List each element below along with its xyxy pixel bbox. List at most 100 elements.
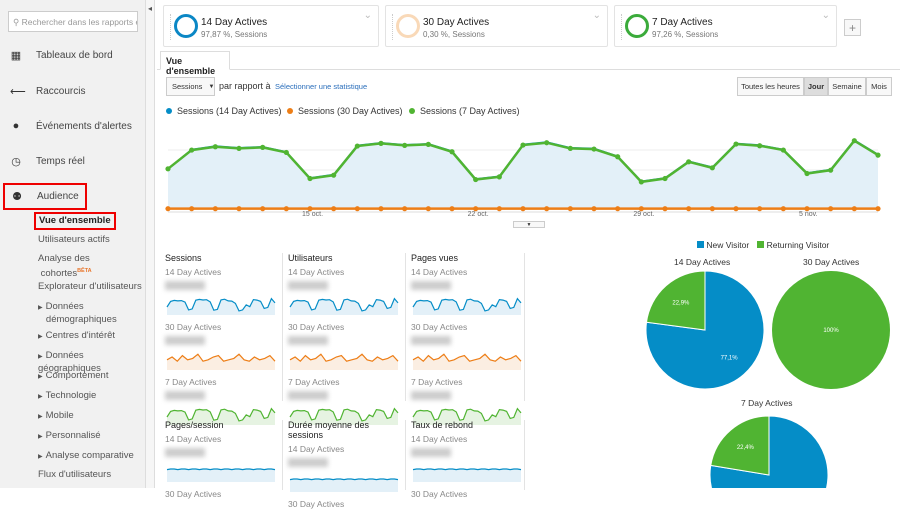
- drag-handle[interactable]: [392, 14, 393, 40]
- data-point[interactable]: [709, 165, 715, 171]
- data-point[interactable]: [283, 206, 289, 212]
- data-point[interactable]: [165, 206, 171, 212]
- data-point[interactable]: [165, 166, 171, 172]
- data-point[interactable]: [757, 143, 763, 149]
- sidebar-sub-active-users[interactable]: Utilisateurs actifs: [38, 234, 110, 245]
- data-point[interactable]: [733, 141, 739, 147]
- sidebar-sub-users-flow[interactable]: Flux d'utilisateurs: [38, 469, 112, 480]
- data-point[interactable]: [662, 206, 668, 212]
- metric-cell[interactable]: Utilisateurs 14 Day Actives 30 Day Actives…: [288, 253, 403, 428]
- sidebar-sub-benchmark[interactable]: ▶ Analyse comparative: [38, 450, 134, 463]
- data-point[interactable]: [875, 152, 881, 158]
- data-point[interactable]: [591, 206, 597, 212]
- data-point[interactable]: [757, 206, 763, 212]
- data-point[interactable]: [331, 172, 337, 178]
- add-segment-button[interactable]: +: [844, 19, 861, 36]
- data-point[interactable]: [236, 145, 242, 152]
- data-point[interactable]: [780, 147, 786, 153]
- data-point[interactable]: [354, 206, 360, 212]
- tab-overview[interactable]: Vue d'ensemble: [160, 51, 230, 76]
- data-point[interactable]: [638, 206, 644, 212]
- sidebar-item-dashboards[interactable]: ▦ Tableaux de bord: [10, 49, 113, 62]
- data-point[interactable]: [354, 143, 360, 149]
- data-point[interactable]: [733, 206, 739, 212]
- chevron-down-icon[interactable]: ⌄: [592, 10, 601, 21]
- data-point[interactable]: [686, 206, 692, 212]
- report-search-input[interactable]: ⚲ Rechercher dans les rapports et l: [8, 11, 138, 32]
- period-hourly-button[interactable]: Toutes les heures: [737, 77, 804, 96]
- data-point[interactable]: [520, 206, 526, 212]
- data-point[interactable]: [567, 145, 573, 152]
- period-day-button[interactable]: Jour: [804, 77, 828, 96]
- select-metric-link[interactable]: Sélectionner une statistique: [275, 82, 368, 91]
- sidebar-item-shortcuts[interactable]: ⟵ Raccourcis: [10, 85, 85, 98]
- data-point[interactable]: [378, 140, 384, 146]
- drag-handle[interactable]: [170, 14, 171, 40]
- data-point[interactable]: [638, 179, 644, 185]
- data-point[interactable]: [425, 141, 431, 147]
- data-point[interactable]: [283, 149, 289, 156]
- chevron-down-icon[interactable]: ⌄: [821, 10, 830, 21]
- data-point[interactable]: [402, 206, 408, 212]
- sidebar-sub-technology[interactable]: ▶ Technologie: [38, 390, 96, 403]
- data-point[interactable]: [686, 159, 692, 165]
- data-point[interactable]: [473, 206, 479, 212]
- metric-cell[interactable]: Durée moyenne des sessions 14 Day Actives…: [288, 420, 403, 509]
- data-point[interactable]: [473, 176, 479, 183]
- data-point[interactable]: [212, 206, 218, 212]
- data-point[interactable]: [804, 170, 810, 177]
- drag-handle[interactable]: [621, 14, 622, 40]
- legend-item-30-day[interactable]: Sessions (30 Day Actives): [287, 106, 403, 116]
- data-point[interactable]: [449, 149, 455, 155]
- sidebar-item-alerts[interactable]: ● Événements d'alertes: [10, 120, 132, 132]
- data-point[interactable]: [851, 206, 857, 212]
- data-point[interactable]: [520, 142, 526, 148]
- metric-cell[interactable]: Taux de rebond 14 Day Actives 30 Day Activ…: [411, 420, 526, 499]
- data-point[interactable]: [260, 206, 266, 212]
- pie-slice[interactable]: [645, 270, 706, 331]
- data-point[interactable]: [260, 144, 266, 150]
- chevron-down-icon[interactable]: ⌄: [363, 10, 372, 21]
- data-point[interactable]: [496, 206, 502, 212]
- metric-cell[interactable]: Sessions 14 Day Actives 30 Day Actives 7 Da…: [165, 253, 280, 428]
- data-point[interactable]: [544, 206, 550, 212]
- collapse-sidebar-button[interactable]: ◂: [145, 0, 155, 488]
- pie-slice[interactable]: [710, 415, 770, 476]
- sidebar-sub-behavior[interactable]: ▶ Comportement: [38, 370, 108, 383]
- data-point[interactable]: [402, 142, 408, 148]
- data-point[interactable]: [804, 206, 810, 212]
- data-point[interactable]: [875, 206, 881, 212]
- data-point[interactable]: [307, 175, 313, 182]
- sidebar-sub-cohort[interactable]: Analyse des cohortesBÊTA: [38, 253, 92, 280]
- pie-slice[interactable]: [645, 270, 765, 390]
- data-point[interactable]: [378, 206, 384, 212]
- sidebar-sub-interests[interactable]: ▶ Centres d'intérêt: [38, 330, 115, 343]
- legend-item-14-day[interactable]: Sessions (14 Day Actives): [166, 106, 282, 116]
- data-point[interactable]: [828, 167, 834, 173]
- data-point[interactable]: [567, 206, 573, 212]
- legend-item-7-day[interactable]: Sessions (7 Day Actives): [409, 106, 520, 116]
- sidebar-sub-mobile[interactable]: ▶ Mobile: [38, 410, 74, 423]
- sidebar-sub-overview[interactable]: Vue d'ensemble: [34, 212, 116, 230]
- pie-slice[interactable]: [709, 415, 829, 488]
- data-point[interactable]: [615, 206, 621, 212]
- metric-cell[interactable]: Pages/session 14 Day Actives 30 Day Active…: [165, 420, 280, 499]
- data-point[interactable]: [307, 206, 313, 212]
- data-point[interactable]: [828, 206, 834, 212]
- sidebar-sub-demographics[interactable]: ▶ Données démographiques: [38, 301, 117, 326]
- data-point[interactable]: [189, 206, 195, 212]
- segment-card-14-day[interactable]: 14 Day Actives 97,87 %, Sessions ⌄: [163, 5, 379, 47]
- data-point[interactable]: [851, 138, 857, 144]
- data-point[interactable]: [425, 206, 431, 212]
- chart-expand-handle[interactable]: ▼: [513, 221, 545, 228]
- data-point[interactable]: [615, 154, 621, 160]
- data-point[interactable]: [709, 206, 715, 212]
- data-point[interactable]: [780, 206, 786, 212]
- sidebar-item-realtime[interactable]: ◷ Temps réel: [10, 155, 85, 168]
- data-point[interactable]: [212, 144, 218, 150]
- data-point[interactable]: [236, 206, 242, 212]
- sidebar-item-audience[interactable]: ⚉ Audience: [3, 183, 87, 210]
- sidebar-sub-geo[interactable]: ▶ Données géographiques: [38, 350, 145, 375]
- sidebar-sub-user-explorer[interactable]: Explorateur d'utilisateurs: [38, 281, 142, 292]
- metric-cell[interactable]: Pages vues 14 Day Actives 30 Day Actives 7 …: [411, 253, 526, 428]
